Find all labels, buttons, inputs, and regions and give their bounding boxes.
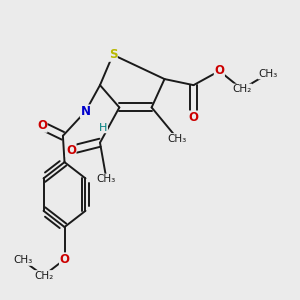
Text: CH₃: CH₃ (168, 134, 187, 144)
Text: S: S (109, 48, 117, 61)
Text: H: H (99, 123, 107, 133)
Text: CH₃: CH₃ (258, 69, 278, 79)
Text: O: O (37, 119, 47, 132)
Text: CH₂: CH₂ (34, 271, 53, 281)
Text: CH₃: CH₃ (97, 174, 116, 184)
Text: N: N (80, 105, 91, 118)
Text: CH₃: CH₃ (13, 255, 32, 265)
Text: O: O (66, 143, 76, 157)
Text: O: O (188, 111, 199, 124)
Text: CH₂: CH₂ (232, 84, 252, 94)
Text: O: O (59, 253, 70, 266)
Text: O: O (214, 64, 224, 77)
